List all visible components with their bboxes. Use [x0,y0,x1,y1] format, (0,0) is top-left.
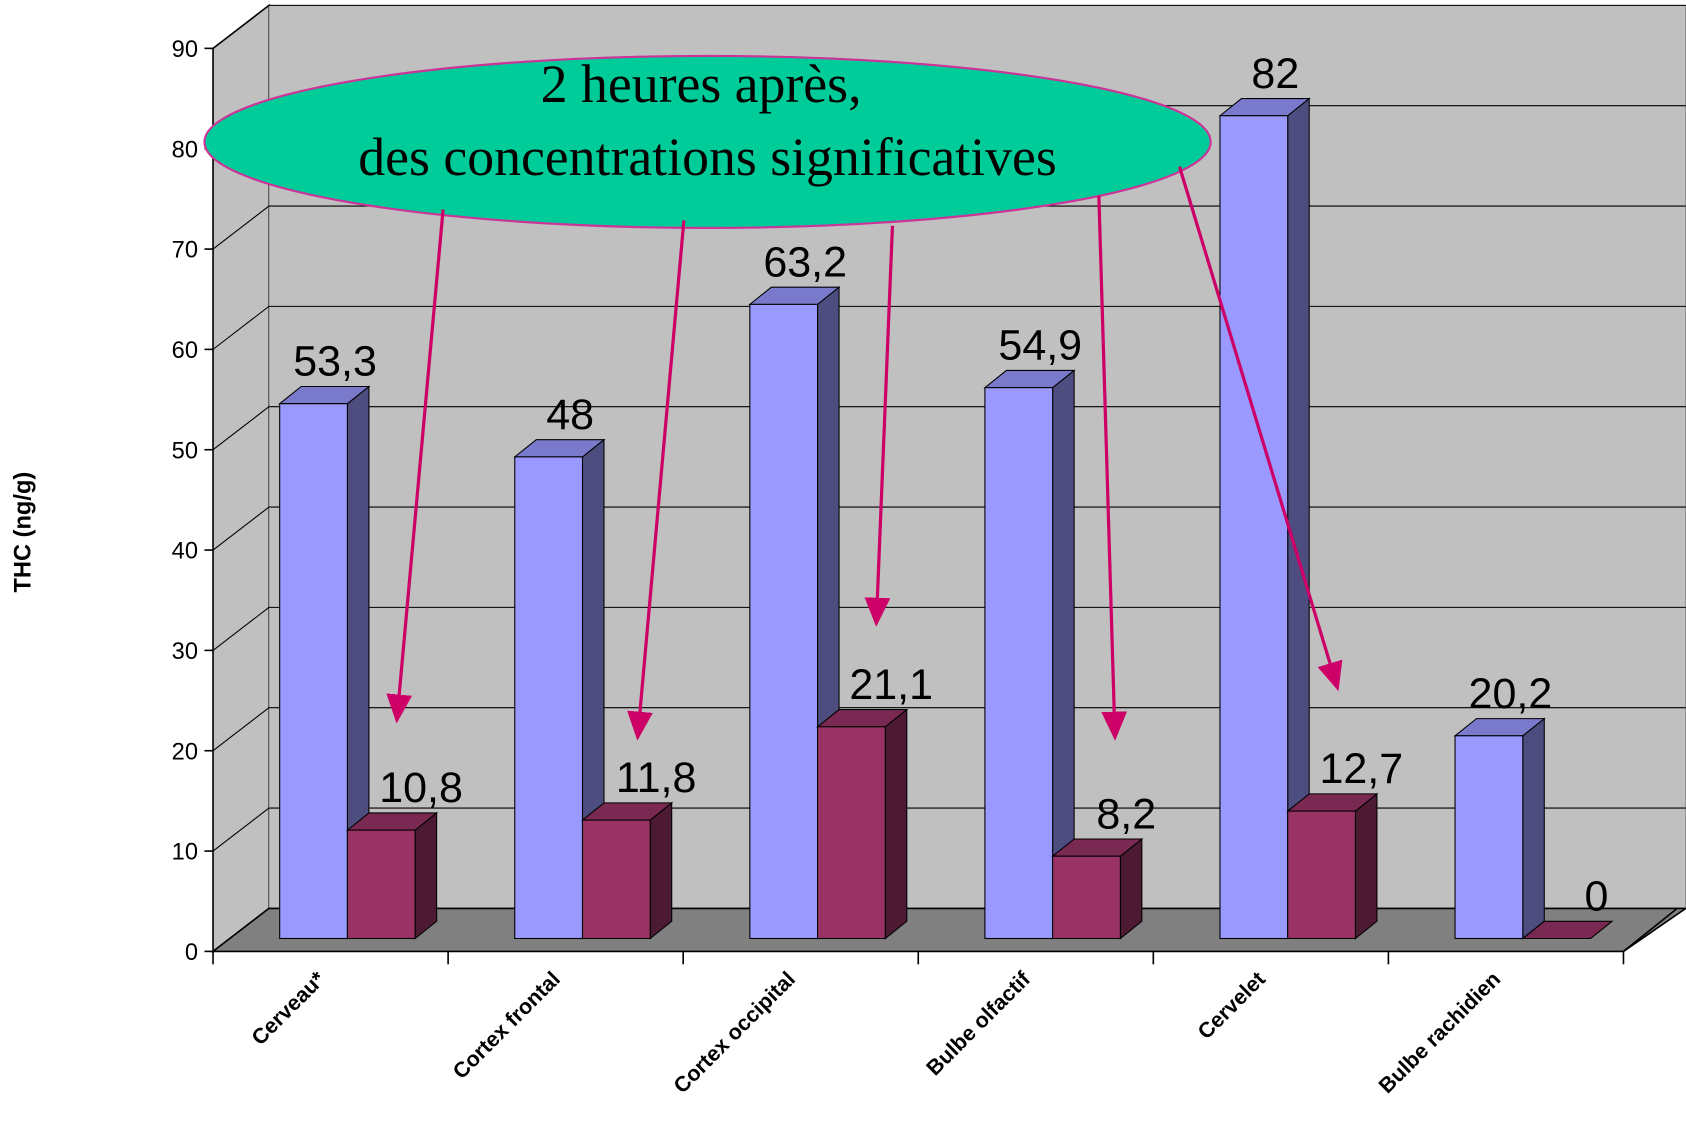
value-label: 21,1 [849,661,933,709]
grid-line [212,406,1686,451]
value-label: 10,8 [379,764,463,812]
bars: 53,3 10,8 48 11,8 63,2 21,1 54,9 8,2 82 12,7 20,2 0 [278,50,1614,940]
y-tick-label: 80 [172,137,198,163]
y-tick-label: 40 [172,539,198,565]
x-tick-label: Cortex frontal [448,967,565,1084]
x-tick-label: Cervelet [1193,967,1270,1044]
value-label: 63,2 [763,238,847,286]
callout: 2 heures après, des concentrations signi… [203,54,1212,229]
annotation: 2 heures après, [541,54,862,114]
value-label: 12,7 [1319,745,1403,793]
y-tick-label: 50 [172,438,198,464]
x-tick-label: Cerveau* [247,967,330,1050]
bar [1052,855,1121,940]
value-label: 8,2 [1096,790,1156,838]
y-tick-label: 90 [172,37,198,63]
grid-line [212,205,1686,250]
bar-side [884,708,908,940]
arrow [864,225,895,627]
bar [514,456,584,940]
x-axis-right [1622,907,1678,953]
y-tick-label: 0 [185,940,198,966]
bar-side [1522,717,1545,940]
y-tick-label: 10 [172,840,198,866]
bar-side [649,801,673,940]
grid-line [212,506,1686,551]
bar [346,829,416,940]
y-tick-label: 70 [172,238,198,264]
bar [1219,115,1289,940]
x-tick-label: Bulbe olfactif [922,966,1036,1080]
y-axis-label: THC (ng/g) [10,472,36,593]
value-label: 11,8 [616,754,697,802]
arrow [386,209,445,724]
arrows [386,166,1343,741]
annotation: des concentrations significatives [358,127,1057,187]
grid-line [212,707,1686,752]
x-tick-label: Cortex occipital [669,967,800,1098]
bar [581,819,651,940]
grid-line [212,305,1686,350]
bar-side [1354,792,1378,940]
grid-line [212,606,1686,651]
y-tick-label: 30 [172,639,198,665]
bar [1454,735,1524,940]
arrow [627,220,686,741]
bar [279,403,348,940]
bar [749,303,819,940]
callout-ellipse [203,54,1212,229]
grid-line [212,807,1686,852]
value-label: 53,3 [293,338,377,386]
bar [984,387,1054,940]
y-tick-label: 60 [172,338,198,364]
value-label: 54,9 [998,322,1082,370]
bar [1287,810,1356,940]
bar-side [414,811,438,940]
x-tick-label: Bulbe rachidien [1374,967,1505,1098]
grid-line [212,4,1686,49]
y-tick-label: 20 [172,739,198,765]
value-label: 20,2 [1469,670,1553,718]
value-label: 0 [1584,873,1608,921]
bar-top [1521,920,1614,940]
value-label: 82 [1251,50,1299,98]
grid-line [212,907,1686,952]
arrow [1177,166,1343,692]
bar [817,726,886,940]
value-label: 48 [546,391,594,439]
arrow [1097,195,1128,741]
